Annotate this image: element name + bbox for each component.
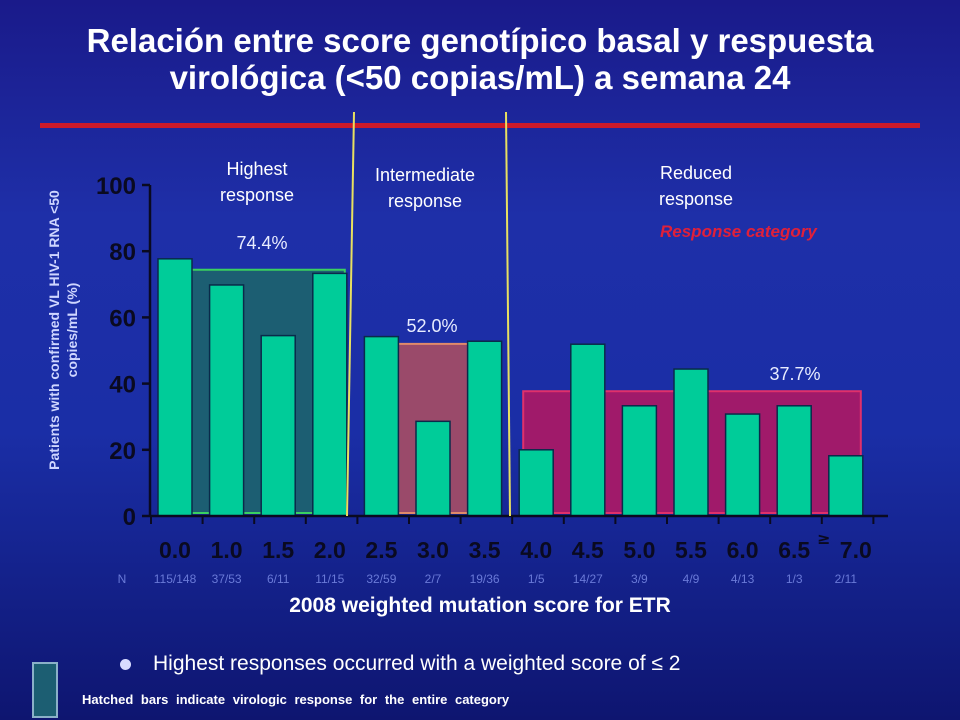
x-tick-label: 6.0 <box>727 537 759 563</box>
intermediate-response-label: Intermediate response <box>374 165 476 211</box>
bar <box>518 449 554 517</box>
y-tick-label: 100 <box>96 173 136 200</box>
response-category-label: Response category <box>660 222 817 241</box>
footnote: Hatched bars indicate virologic response… <box>82 692 510 707</box>
n-row-label: N <box>118 572 127 586</box>
x-tick-label: 3.5 <box>469 537 501 563</box>
bar <box>260 334 296 517</box>
band-value-label: 52.0% <box>406 316 457 336</box>
x-tick-label: 1.5 <box>262 537 294 563</box>
band-value-label: 37.7% <box>769 364 820 384</box>
x-axis-title: 2008 weighted mutation score for ETR <box>289 594 671 617</box>
x-tick-label: 7.0 <box>840 537 872 563</box>
y-tick-label: 20 <box>109 438 136 465</box>
category-divider <box>505 111 511 517</box>
bar <box>208 284 245 517</box>
x-tick-label: 3.0 <box>417 537 449 563</box>
y-tick-label: 0 <box>123 504 136 531</box>
bar <box>157 258 193 517</box>
reduced-response-label: Reduced response <box>658 163 734 209</box>
title-rule <box>40 123 920 128</box>
slide-title: Relación entre score genotípico basal y … <box>0 22 960 96</box>
n-value: 2/7 <box>425 572 442 586</box>
bar <box>570 343 606 517</box>
highest-response-label: Highest response <box>219 159 295 205</box>
n-value: 6/11 <box>267 572 290 586</box>
n-value: 1/3 <box>786 572 803 586</box>
x-tick-label: 1.0 <box>211 537 243 563</box>
bullet-icon <box>120 658 131 670</box>
band-value-label: 74.4% <box>236 233 287 253</box>
x-tick-label: 5.5 <box>675 537 707 563</box>
n-value: 32/59 <box>366 572 396 586</box>
n-value: 115/148 <box>154 572 197 586</box>
x-tick-label-prefix: ≥ <box>817 529 830 548</box>
bar <box>466 340 503 517</box>
bar <box>312 272 348 517</box>
n-value: 4/9 <box>683 572 700 586</box>
x-tick-label: 2.5 <box>365 537 397 563</box>
bar <box>363 335 400 517</box>
y-tick-label: 80 <box>109 239 136 266</box>
n-value: 37/53 <box>212 572 242 586</box>
x-tick-label: 4.0 <box>520 537 552 563</box>
n-value: 4/13 <box>731 572 755 586</box>
bar <box>415 420 451 517</box>
bar <box>776 405 812 517</box>
title-line-1: Relación entre score genotípico basal y … <box>86 22 874 59</box>
x-tick-label: 5.0 <box>623 537 655 563</box>
bar <box>673 368 709 517</box>
x-tick-label: 6.5 <box>778 537 810 563</box>
category-divider <box>346 111 355 517</box>
n-value: 3/9 <box>631 572 648 586</box>
bar <box>828 455 864 517</box>
n-value: 2/11 <box>835 572 858 586</box>
n-value: 1/5 <box>528 572 545 586</box>
x-tick-label: 2.0 <box>314 537 346 563</box>
title-line-2: virológica (<50 copias/mL) a semana 24 <box>169 59 791 96</box>
n-value: 14/27 <box>573 572 603 586</box>
bullet-point: Highest responses occurred with a weight… <box>120 652 680 676</box>
x-tick-label: 4.5 <box>572 537 604 563</box>
bar <box>724 413 761 517</box>
y-tick-label: 60 <box>109 305 136 332</box>
n-value: 11/15 <box>315 572 344 586</box>
hatched-legend-swatch <box>32 662 58 718</box>
x-tick-label: 0.0 <box>159 537 191 563</box>
n-value: 19/36 <box>470 572 500 586</box>
bullet-text: Highest responses occurred with a weight… <box>153 652 681 675</box>
bar <box>621 405 658 517</box>
y-tick-label: 40 <box>109 372 136 399</box>
